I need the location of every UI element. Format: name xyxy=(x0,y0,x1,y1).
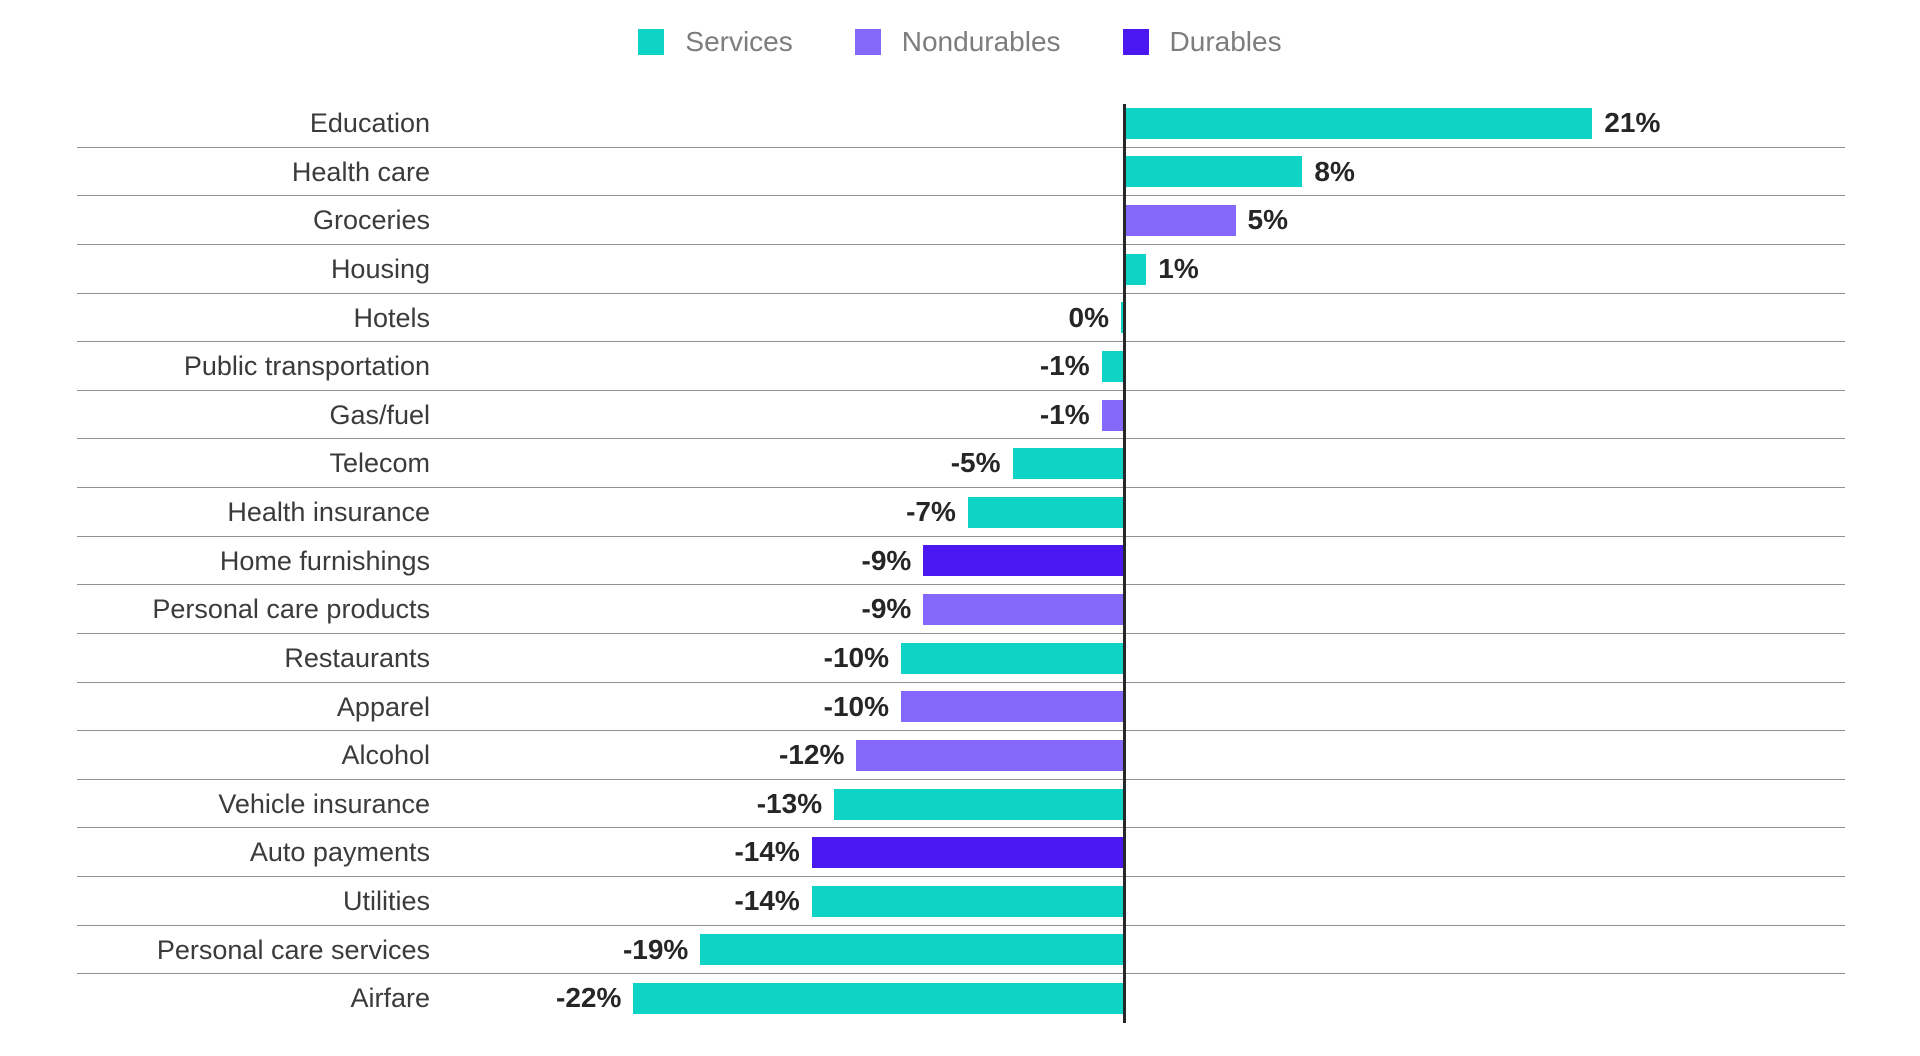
chart-row: Health insurance -7% xyxy=(77,488,1845,537)
value-label: -5% xyxy=(950,447,1001,479)
value-label: -7% xyxy=(906,496,956,527)
chart-row: Gas/fuel -1% xyxy=(77,391,1845,440)
value-label: -14% xyxy=(734,885,800,916)
bar xyxy=(1101,399,1124,431)
category-label: Health care xyxy=(291,156,430,187)
category-label: Housing xyxy=(330,253,430,284)
category-label: Alcohol xyxy=(341,740,430,771)
category-label: Airfare xyxy=(350,983,430,1014)
value-label: 5% xyxy=(1247,204,1288,236)
bar xyxy=(967,496,1124,528)
bar xyxy=(811,837,1124,869)
bar xyxy=(856,739,1124,771)
chart-row: Health care 8% xyxy=(77,148,1845,197)
chart-row: Housing 1% xyxy=(77,245,1845,294)
category-label: Utilities xyxy=(342,886,430,916)
chart-row: Telecom -5% xyxy=(77,439,1845,488)
category-label: Home furnishings xyxy=(219,545,430,576)
bar xyxy=(1124,156,1303,188)
chart-row: Utilities -14% xyxy=(77,877,1845,926)
category-label: Vehicle insurance xyxy=(218,788,430,819)
category-label: Groceries xyxy=(312,205,430,236)
category-label: Personal care services xyxy=(156,934,430,965)
value-label: -14% xyxy=(734,836,800,868)
bar-chart: Education 21% Health care 8% Groceries 5% Hous… xyxy=(77,99,1845,1023)
value-label: 21% xyxy=(1604,107,1661,138)
bar xyxy=(1101,350,1124,382)
chart-row: Personal care products -9% xyxy=(77,585,1845,634)
category-label: Telecom xyxy=(329,448,430,479)
bar xyxy=(1124,205,1236,237)
value-label: -10% xyxy=(823,641,889,673)
value-label: -1% xyxy=(1039,350,1090,382)
legend-label: Services xyxy=(685,26,793,57)
chart-row: Education 21% xyxy=(77,99,1845,148)
chart-legend: Services Nondurables Durables xyxy=(0,28,1920,56)
value-label: -12% xyxy=(779,739,845,771)
value-label: -19% xyxy=(622,933,689,965)
legend-item-nondurables: Nondurables xyxy=(854,26,1061,57)
category-label: Hotels xyxy=(353,302,430,333)
bar xyxy=(1124,107,1593,139)
value-label: -22% xyxy=(556,982,622,1014)
bar xyxy=(923,594,1124,626)
value-label: -10% xyxy=(823,690,889,722)
legend-label: Durables xyxy=(1169,26,1282,57)
bar xyxy=(1124,253,1147,285)
chart-row: Home furnishings -9% xyxy=(77,537,1845,586)
value-label: -9% xyxy=(861,544,912,576)
chart-row: Groceries 5% xyxy=(77,196,1845,245)
value-label: 8% xyxy=(1314,155,1355,187)
category-label: Personal care products xyxy=(152,594,430,625)
chart-row: Vehicle insurance -13% xyxy=(77,780,1845,829)
bar xyxy=(834,788,1124,820)
value-label: -9% xyxy=(861,593,912,625)
chart-row: Restaurants -10% xyxy=(77,634,1845,683)
bar xyxy=(633,983,1124,1015)
chart-row: Public transportation -1% xyxy=(77,342,1845,391)
bar xyxy=(700,934,1124,966)
chart-row: Alcohol -12% xyxy=(77,731,1845,780)
category-label: Public transportation xyxy=(183,351,430,382)
value-label: -1% xyxy=(1039,398,1090,430)
value-label: -13% xyxy=(756,787,823,819)
zero-axis-line xyxy=(1122,104,1126,1023)
chart-row: Personal care services -19% xyxy=(77,926,1845,975)
legend-item-services: Services xyxy=(638,26,793,57)
category-label: Health insurance xyxy=(227,497,430,527)
chart-row: Hotels 0% xyxy=(77,294,1845,343)
value-label: 1% xyxy=(1158,252,1199,284)
bar xyxy=(901,642,1124,674)
chart-row: Apparel -10% xyxy=(77,683,1845,732)
category-label: Gas/fuel xyxy=(329,399,430,430)
bar xyxy=(811,885,1124,917)
bar xyxy=(901,691,1124,723)
bar xyxy=(923,545,1124,577)
chart-row: Auto payments -14% xyxy=(77,828,1845,877)
category-label: Auto payments xyxy=(249,837,430,868)
value-label: 0% xyxy=(1068,301,1109,333)
bar xyxy=(1012,448,1124,480)
legend-swatch-icon xyxy=(638,29,665,55)
legend-swatch-icon xyxy=(1122,29,1149,55)
chart-row: Airfare -22% xyxy=(77,974,1845,1023)
legend-swatch-icon xyxy=(854,29,881,55)
category-label: Restaurants xyxy=(284,642,430,673)
category-label: Education xyxy=(309,108,430,138)
legend-label: Nondurables xyxy=(901,26,1061,57)
category-label: Apparel xyxy=(336,691,430,722)
legend-item-durables: Durables xyxy=(1122,26,1282,57)
